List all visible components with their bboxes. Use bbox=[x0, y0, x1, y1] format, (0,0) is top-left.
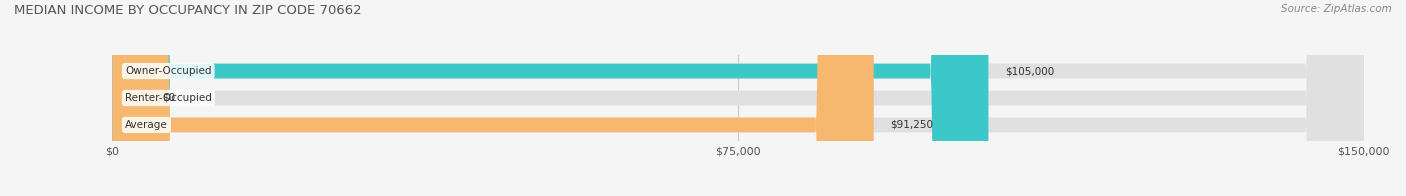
Text: $0: $0 bbox=[163, 93, 176, 103]
Text: $105,000: $105,000 bbox=[1005, 66, 1054, 76]
Text: Source: ZipAtlas.com: Source: ZipAtlas.com bbox=[1281, 4, 1392, 14]
FancyBboxPatch shape bbox=[112, 0, 873, 196]
FancyBboxPatch shape bbox=[112, 0, 1364, 196]
Text: MEDIAN INCOME BY OCCUPANCY IN ZIP CODE 70662: MEDIAN INCOME BY OCCUPANCY IN ZIP CODE 7… bbox=[14, 4, 361, 17]
Text: $91,250: $91,250 bbox=[890, 120, 934, 130]
FancyBboxPatch shape bbox=[112, 0, 1364, 196]
Text: Owner-Occupied: Owner-Occupied bbox=[125, 66, 211, 76]
FancyBboxPatch shape bbox=[112, 0, 1364, 196]
Text: Renter-Occupied: Renter-Occupied bbox=[125, 93, 212, 103]
FancyBboxPatch shape bbox=[112, 0, 988, 196]
FancyBboxPatch shape bbox=[112, 0, 146, 196]
Text: Average: Average bbox=[125, 120, 167, 130]
